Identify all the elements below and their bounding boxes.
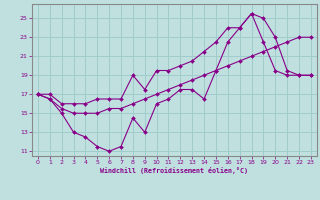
X-axis label: Windchill (Refroidissement éolien,°C): Windchill (Refroidissement éolien,°C) — [100, 167, 248, 174]
